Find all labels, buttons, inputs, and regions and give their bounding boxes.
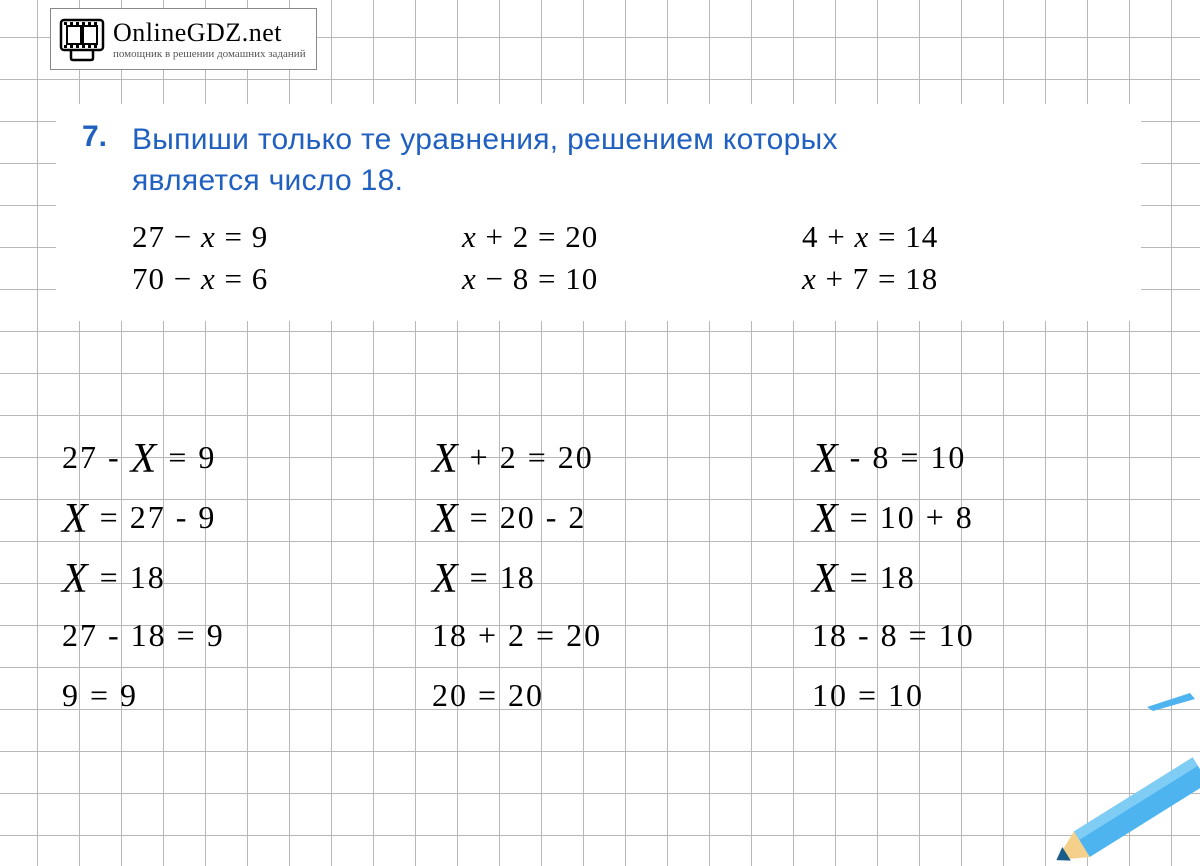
solution-column-2: X + 2 = 20 X = 20 - 2 X = 18 18 + 2 = 20… bbox=[432, 425, 812, 725]
blue-marker-icon bbox=[1145, 689, 1200, 711]
solution-line: 10 = 10 bbox=[812, 665, 1132, 725]
solution-column-1: 27 - X = 9 X = 27 - 9 X = 18 27 - 18 = 9… bbox=[62, 425, 432, 725]
solution-line: X - 8 = 10 bbox=[812, 425, 1132, 485]
solution-line: 18 - 8 = 10 bbox=[812, 605, 1132, 665]
site-logo: OnlineGDZ.net помощник в решении домашни… bbox=[50, 8, 317, 70]
solution-line: X = 18 bbox=[62, 545, 432, 605]
problem-number: 7. bbox=[82, 120, 112, 154]
equation: 27 − x = 9 bbox=[132, 219, 462, 255]
logo-subtitle: помощник в решении домашних заданий bbox=[113, 48, 306, 60]
problem-statement: 7. Выпиши только те уравнения, решением … bbox=[56, 104, 1141, 321]
solution-line: 20 = 20 bbox=[432, 665, 812, 725]
problem-text-line1: Выпиши только те уравнения, решением кот… bbox=[132, 120, 838, 161]
solution-line: 9 = 9 bbox=[62, 665, 432, 725]
solution-line: X + 2 = 20 bbox=[432, 425, 812, 485]
equation: x + 2 = 20 bbox=[462, 219, 802, 255]
solution-line: X = 18 bbox=[432, 545, 812, 605]
solution-line: X = 18 bbox=[812, 545, 1132, 605]
pencil-icon bbox=[1040, 756, 1200, 866]
equation: 4 + x = 14 bbox=[802, 219, 1082, 255]
equations-grid: 27 − x = 9 x + 2 = 20 4 + x = 14 70 − x … bbox=[132, 219, 1115, 297]
solution-line: 18 + 2 = 20 bbox=[432, 605, 812, 665]
solution-line: X = 10 + 8 bbox=[812, 485, 1132, 545]
handwritten-solutions: 27 - X = 9 X = 27 - 9 X = 18 27 - 18 = 9… bbox=[62, 425, 1132, 725]
logo-title: OnlineGDZ.net bbox=[113, 18, 306, 48]
solution-column-3: X - 8 = 10 X = 10 + 8 X = 18 18 - 8 = 10… bbox=[812, 425, 1132, 725]
equation: x + 7 = 18 bbox=[802, 261, 1082, 297]
film-icon bbox=[57, 14, 107, 64]
equation: 70 − x = 6 bbox=[132, 261, 462, 297]
equation: x − 8 = 10 bbox=[462, 261, 802, 297]
solution-line: X = 27 - 9 bbox=[62, 485, 432, 545]
problem-text-line2: является число 18. bbox=[132, 161, 838, 202]
solution-line: X = 20 - 2 bbox=[432, 485, 812, 545]
solution-line: 27 - X = 9 bbox=[62, 425, 432, 485]
solution-line: 27 - 18 = 9 bbox=[62, 605, 432, 665]
